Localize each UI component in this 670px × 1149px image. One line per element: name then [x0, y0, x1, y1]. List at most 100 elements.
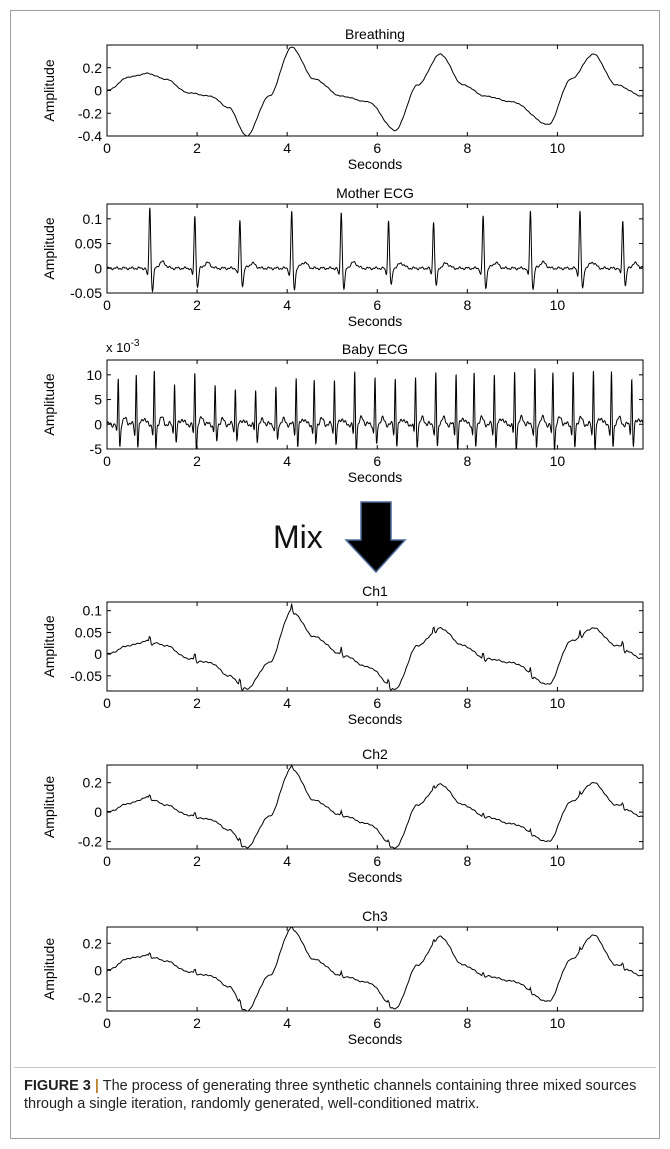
- mix-arrow-icon: [344, 501, 407, 574]
- x-tick-label: 6: [373, 853, 381, 869]
- x-tick-label: 8: [463, 453, 471, 469]
- y-tick-label: 0: [94, 416, 102, 432]
- figure-caption: FIGURE 3 | The process of generating thr…: [24, 1077, 644, 1113]
- x-tick-label: 8: [463, 1015, 471, 1031]
- figure-frame: [10, 10, 660, 1139]
- x-axis-label: Seconds: [348, 469, 402, 485]
- y-axis-label: Amplitude: [41, 373, 57, 435]
- x-tick-label: 6: [373, 453, 381, 469]
- x-tick-label: 2: [193, 1015, 201, 1031]
- y-tick-label: -0.05: [70, 285, 102, 301]
- chart-title: Breathing: [345, 26, 405, 42]
- y-tick-label: 0.1: [83, 211, 103, 227]
- x-tick-label: 2: [193, 853, 201, 869]
- x-tick-label: 0: [103, 695, 111, 711]
- x-tick-label: 4: [283, 1015, 291, 1031]
- caption-separator: |: [94, 1078, 99, 1094]
- data-series-line: [106, 603, 644, 692]
- x-tick-label: 0: [103, 853, 111, 869]
- caption-divider: [14, 1067, 656, 1068]
- y-tick-label: 0.05: [75, 236, 102, 252]
- data-series-line: [106, 368, 644, 451]
- x-tick-label: 10: [550, 853, 566, 869]
- y-tick-label: 0: [94, 260, 102, 276]
- y-tick-label: 10: [86, 367, 102, 383]
- x-tick-label: 6: [373, 140, 381, 156]
- y-tick-label: -0.2: [78, 834, 102, 850]
- y-tick-label: 0.1: [83, 603, 103, 619]
- y-tick-label: 0: [94, 646, 102, 662]
- x-axis-label: Seconds: [348, 869, 402, 885]
- chart-panel-1: Breathing 0 2 4 6 8 10 0.2 0 -0.2 -0.4 Seconds Ampli…: [41, 26, 644, 172]
- caption-text: The process of generating three syntheti…: [24, 1078, 637, 1112]
- x-tick-label: 2: [193, 453, 201, 469]
- y-axis-label: Amplitude: [41, 776, 57, 838]
- y-tick-label: -0.2: [78, 989, 102, 1005]
- y-tick-label: 5: [94, 392, 102, 408]
- x-tick-label: 4: [283, 695, 291, 711]
- chart-title: Ch3: [362, 908, 388, 924]
- x-tick-label: 8: [463, 695, 471, 711]
- x-tick-label: 10: [550, 695, 566, 711]
- x-tick-label: 0: [103, 453, 111, 469]
- x-tick-label: 10: [550, 140, 566, 156]
- y-axis-label: Amplitude: [41, 615, 57, 677]
- x-tick-label: 4: [283, 853, 291, 869]
- data-series-line: [106, 926, 644, 1012]
- x-tick-label: 4: [283, 453, 291, 469]
- x-axis-label: Seconds: [348, 313, 402, 329]
- x-tick-label: 2: [193, 140, 201, 156]
- data-series-line: [106, 46, 644, 137]
- x-tick-label: 8: [463, 140, 471, 156]
- x-axis-label: Seconds: [348, 1031, 402, 1047]
- chart-title: Ch1: [362, 583, 388, 599]
- data-series-line: [106, 207, 644, 293]
- y-axis-label: Amplitude: [41, 938, 57, 1000]
- y-axis-label: Amplitude: [41, 59, 57, 121]
- x-tick-label: 10: [550, 1015, 566, 1031]
- y-tick-label: 0: [94, 962, 102, 978]
- y-tick-label: -0.2: [78, 105, 102, 121]
- x-tick-label: 6: [373, 297, 381, 313]
- x-tick-label: 4: [283, 140, 291, 156]
- x-tick-label: 2: [193, 695, 201, 711]
- x-tick-label: 8: [463, 297, 471, 313]
- chart-title: Baby ECG: [342, 341, 408, 357]
- x-tick-label: 0: [103, 297, 111, 313]
- y-tick-label: 0.2: [83, 775, 103, 791]
- plot-area-border: [106, 359, 644, 450]
- x-axis-label: Seconds: [348, 711, 402, 727]
- x-tick-label: 0: [103, 140, 111, 156]
- plot-area-border: [106, 44, 644, 137]
- x-tick-label: 10: [550, 453, 566, 469]
- x-axis-label: Seconds: [348, 156, 402, 172]
- y-tick-label: 0: [94, 83, 102, 99]
- plot-area-border: [106, 926, 644, 1012]
- plot-area-border: [106, 203, 644, 294]
- x-tick-label: 6: [373, 1015, 381, 1031]
- y-tick-label: -0.4: [78, 128, 102, 144]
- y-tick-label: 0: [94, 804, 102, 820]
- x-tick-label: 6: [373, 695, 381, 711]
- data-series-line: [106, 763, 644, 849]
- y-tick-label: 0.2: [83, 60, 103, 76]
- y-tick-label: -0.05: [70, 668, 102, 684]
- y-tick-label: 0.05: [75, 624, 102, 640]
- x-tick-label: 8: [463, 853, 471, 869]
- x-tick-label: 10: [550, 297, 566, 313]
- y-tick-label: 0.2: [83, 935, 103, 951]
- y-scale-label: x 10-3: [106, 338, 140, 355]
- x-tick-label: 4: [283, 297, 291, 313]
- chart-title: Ch2: [362, 746, 388, 762]
- y-axis-label: Amplitude: [41, 217, 57, 279]
- y-tick-label: -5: [90, 441, 103, 457]
- x-tick-label: 2: [193, 297, 201, 313]
- plot-area-border: [106, 764, 644, 850]
- chart-title: Mother ECG: [336, 185, 414, 201]
